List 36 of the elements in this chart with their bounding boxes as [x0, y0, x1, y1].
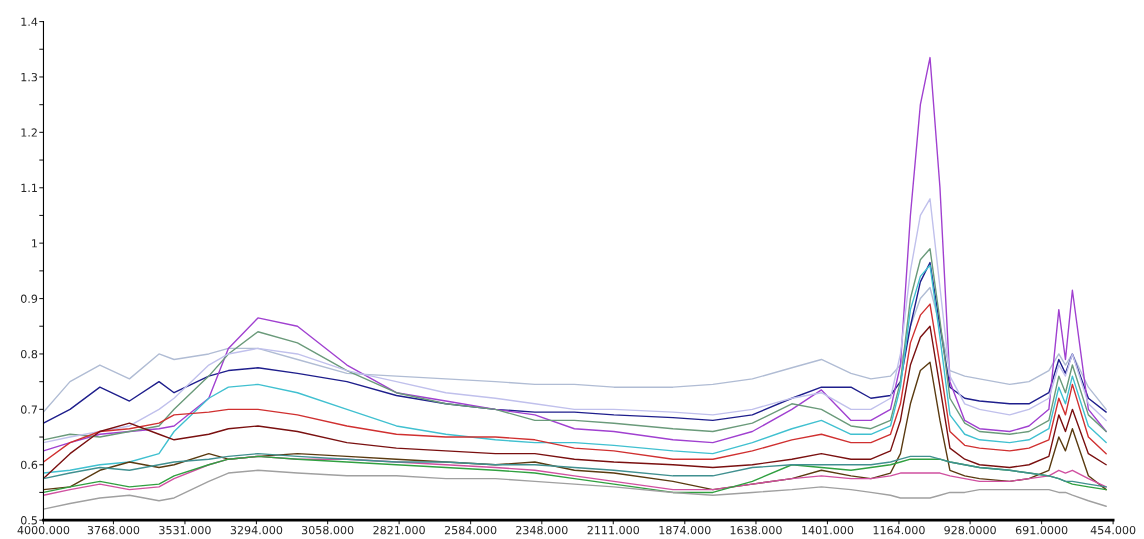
- line-series: [43, 56, 1107, 452]
- line-series: [43, 198, 1107, 444]
- y-tick-label: 1.4: [21, 17, 38, 26]
- x-tick-label: 2111.000: [587, 525, 640, 535]
- x-tick-label: 1638.000: [730, 525, 782, 535]
- x-tick-label: 3058.000: [301, 525, 354, 535]
- y-tick-label: 0.5: [20, 516, 37, 525]
- line-series: [43, 325, 1107, 480]
- line-series: [43, 469, 1107, 510]
- x-tick-label: 2821.000: [373, 525, 425, 535]
- y-tick-label: 0.8: [20, 349, 38, 359]
- x-tick-label: 3294.000: [230, 525, 283, 535]
- y-tick-label: 1: [32, 239, 37, 248]
- y-tick-label: 1.1: [21, 183, 37, 192]
- y-tick-label: 0.6: [20, 460, 38, 470]
- x-tick-label: 928.0000: [944, 525, 996, 535]
- x-tick-label: 3531.000: [159, 525, 211, 535]
- line-series: [43, 264, 1107, 474]
- x-tick-label: 1164.000: [873, 525, 925, 535]
- line-series: [43, 261, 1107, 424]
- x-tick-label: 1401.000: [802, 525, 854, 535]
- x-tick-label: 1874.000: [659, 525, 711, 535]
- line-series: [43, 452, 1107, 488]
- x-tick-label: 2584.000: [444, 525, 497, 535]
- y-tick-label: 0.7: [20, 405, 37, 414]
- line-series: [43, 286, 1107, 413]
- y-tick-label: 1.3: [21, 72, 38, 82]
- x-tick-label: 4000.000: [17, 525, 70, 535]
- x-tick-label: 454.000: [1090, 525, 1136, 535]
- x-tick-label: 2348.000: [516, 525, 568, 535]
- y-tick-label: 1.2: [21, 128, 37, 137]
- x-tick-label: 691.0000: [1015, 525, 1068, 535]
- x-tick-label: 3768.000: [87, 525, 140, 535]
- line-series: [43, 247, 1107, 441]
- line-series: [43, 303, 1107, 463]
- y-tick-label: 0.9: [20, 294, 38, 303]
